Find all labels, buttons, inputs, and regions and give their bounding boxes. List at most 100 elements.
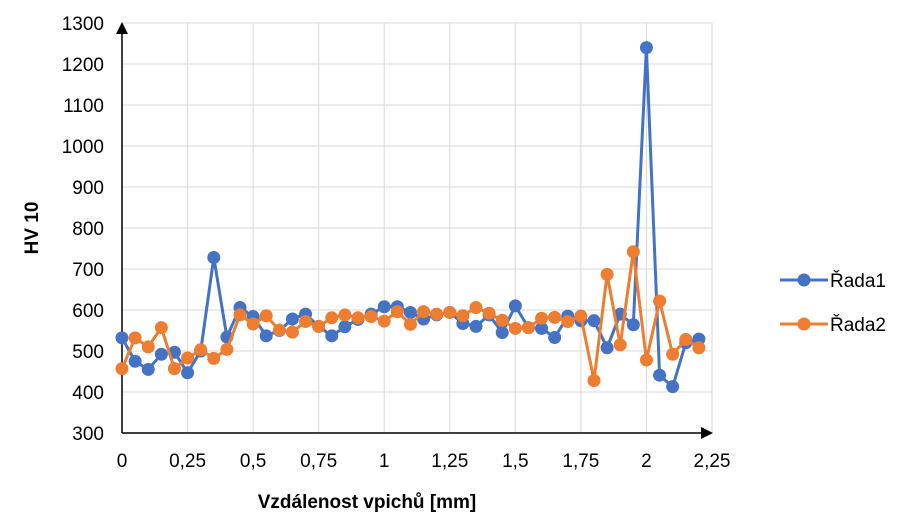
data-point [285,325,299,339]
data-point [338,320,352,334]
y-tick-label: 600 [72,301,104,322]
data-point [325,311,339,325]
data-point [154,321,168,335]
legend-item: Řada1 [780,270,886,292]
data-point [639,353,653,367]
data-point [508,321,522,335]
x-tick-label: 1 [379,451,390,472]
x-tick-label: 2,25 [694,451,731,472]
x-tick-label: 0 [117,451,128,472]
data-point [548,310,562,324]
y-tick-label: 300 [72,424,104,445]
data-point [587,374,601,388]
y-tick-label: 800 [72,219,104,240]
data-point [443,305,457,319]
x-axis-ticks: 0 0,25 0,5 0,75 1 1,25 1,5 1,75 2 2,25 [117,451,731,472]
data-point [417,305,431,319]
legend-item: Řada2 [780,314,886,336]
y-tick-label: 500 [72,342,104,363]
legend-marker [797,273,811,287]
data-point [495,313,509,327]
data-point [639,41,653,55]
x-tick-label: 1,25 [431,451,468,472]
data-point [325,329,339,343]
data-point [141,340,155,354]
data-point [299,314,313,328]
data-point [456,309,470,323]
legend-label: Řada2 [830,314,886,336]
y-tick-label: 900 [72,178,104,199]
data-point [653,294,667,308]
data-point [469,301,483,315]
data-point [469,319,483,333]
y-tick-label: 1000 [62,137,104,158]
data-point [535,311,549,325]
data-point [338,308,352,322]
data-point [587,314,601,328]
data-point [259,309,273,323]
x-axis-arrow [701,427,713,439]
data-point [272,323,286,337]
data-point [115,362,129,376]
data-point [574,309,588,323]
x-tick-label: 0,25 [169,451,206,472]
data-point [430,307,444,321]
data-point [207,251,221,265]
y-axis-title: HV 10 [22,202,43,255]
data-point [194,343,208,357]
x-tick-label: 1,5 [502,451,528,472]
data-point [128,331,142,345]
data-point [666,380,680,394]
data-point [167,362,181,376]
data-point [141,362,155,376]
x-tick-label: 1,75 [562,451,599,472]
data-point [679,333,693,347]
data-point [535,321,549,335]
data-point [285,312,299,326]
data-point [181,351,195,365]
data-point [653,368,667,382]
data-point [128,354,142,368]
data-point [482,306,496,320]
y-tick-label: 1200 [62,55,104,76]
data-point [220,342,234,356]
x-tick-label: 0,75 [300,451,337,472]
axes [116,22,713,439]
data-point [403,305,417,319]
grid [122,22,713,433]
y-tick-label: 400 [72,383,104,404]
y-tick-label: 1100 [63,96,104,117]
y-axis-ticks: 300 400 500 600 700 800 900 1000 1100 1200 1300 [62,14,104,445]
data-point [207,351,221,365]
data-point [181,366,195,380]
data-point [351,311,365,325]
data-point [259,329,273,343]
x-tick-label: 2 [641,451,652,472]
data-point [403,317,417,331]
data-point [390,305,404,319]
data-point [377,314,391,328]
legend: Řada1 Řada2 [780,270,886,336]
legend-label: Řada1 [830,270,886,292]
data-point [626,245,640,259]
x-tick-label: 0,5 [240,451,266,472]
data-point [495,326,509,340]
data-point [312,319,326,333]
data-point [561,314,575,328]
data-point [521,321,535,335]
data-point [364,310,378,324]
data-point [626,318,640,332]
data-point [548,330,562,344]
data-point [600,267,614,281]
data-point [692,341,706,355]
series-2 [115,245,706,388]
data-point [666,347,680,361]
x-axis-title: Vzdálenost vpichů [mm] [258,492,477,513]
y-tick-label: 700 [72,260,104,281]
legend-marker [797,317,811,331]
data-point [377,300,391,314]
data-point [154,347,168,361]
data-point [508,299,522,313]
y-tick-label: 1300 [62,14,104,35]
